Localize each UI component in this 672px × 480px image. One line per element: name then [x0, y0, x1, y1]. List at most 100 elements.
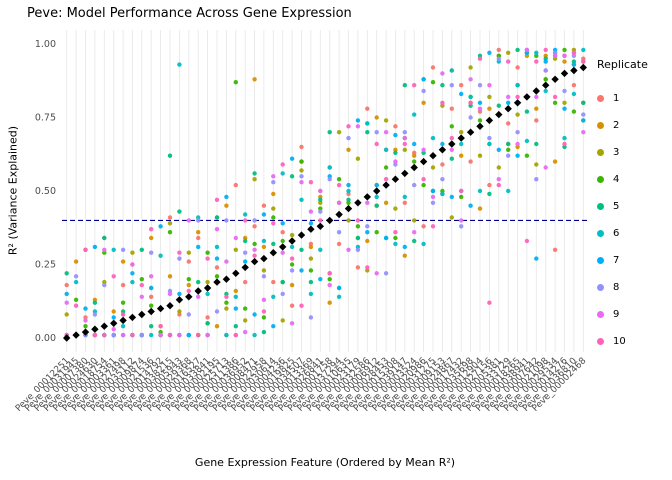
replicate-point	[412, 141, 417, 147]
replicate-point	[102, 332, 107, 338]
legend-item-label: 2	[613, 119, 620, 131]
replicate-point	[130, 271, 135, 276]
replicate-point	[271, 279, 276, 285]
replicate-point	[252, 253, 257, 258]
replicate-point	[383, 177, 389, 182]
replicate-point	[261, 315, 267, 320]
replicate-point	[214, 197, 220, 202]
mean-diamond	[232, 269, 240, 277]
replicate-point	[299, 197, 304, 202]
mean-diamond	[203, 284, 212, 292]
replicate-point	[534, 256, 539, 261]
replicate-point	[224, 218, 229, 223]
replicate-point	[252, 247, 257, 252]
replicate-point	[355, 218, 361, 223]
replicate-point	[327, 165, 332, 170]
replicate-point	[468, 159, 473, 164]
replicate-point	[205, 291, 210, 297]
replicate-point	[393, 132, 398, 138]
replicate-point	[130, 250, 135, 255]
replicate-point	[167, 291, 173, 297]
replicate-point	[421, 182, 426, 188]
replicate-point	[327, 130, 332, 135]
mean-diamond	[81, 328, 90, 336]
replicate-point	[487, 141, 492, 147]
replicate-point	[177, 62, 182, 67]
replicate-point	[487, 135, 492, 141]
replicate-point	[477, 83, 483, 88]
replicate-point	[243, 329, 248, 335]
replicate-point	[280, 221, 285, 226]
replicate-point	[289, 256, 295, 261]
legend-title: Replicate	[597, 58, 648, 71]
replicate-point	[421, 88, 426, 94]
replicate-point	[346, 135, 351, 141]
legend-key-dot	[597, 148, 604, 156]
replicate-point	[308, 279, 314, 285]
replicate-point	[440, 162, 445, 167]
replicate-point	[130, 332, 135, 338]
replicate-point	[534, 141, 539, 147]
replicate-point	[214, 215, 220, 220]
replicate-point	[440, 71, 445, 76]
replicate-point	[393, 159, 398, 164]
replicate-point	[543, 68, 548, 73]
replicate-point	[506, 50, 511, 55]
replicate-point	[365, 130, 370, 135]
replicate-point	[177, 332, 182, 338]
replicate-point	[224, 294, 229, 299]
legend-item-label: 1	[613, 92, 620, 104]
legend-item-label: 9	[613, 308, 620, 320]
replicate-point	[534, 177, 539, 182]
replicate-point	[524, 47, 530, 53]
replicate-point	[186, 259, 191, 264]
replicate-point	[571, 91, 577, 97]
replicate-point	[506, 59, 511, 64]
mean-diamond	[260, 254, 268, 263]
replicate-point	[149, 294, 154, 299]
replicate-point	[177, 291, 182, 297]
replicate-point	[515, 65, 520, 70]
replicate-point	[355, 124, 361, 129]
mean-diamond	[63, 334, 71, 342]
replicate-point	[64, 312, 69, 317]
replicate-point	[383, 118, 389, 123]
replicate-point	[252, 77, 257, 82]
replicate-point	[383, 165, 389, 170]
replicate-point	[336, 241, 342, 247]
mean-diamond	[344, 204, 353, 213]
replicate-point	[280, 238, 285, 244]
replicate-point	[120, 332, 126, 338]
replicate-point	[412, 83, 417, 88]
replicate-point	[365, 224, 370, 229]
replicate-point	[468, 94, 473, 100]
replicate-point	[308, 221, 314, 226]
mean-diamond	[222, 275, 231, 283]
replicate-point	[214, 256, 220, 261]
replicate-point	[336, 294, 342, 299]
replicate-point	[111, 327, 116, 332]
replicate-point	[346, 197, 351, 202]
replicate-point	[243, 279, 248, 285]
replicate-point	[412, 218, 417, 223]
replicate-point	[233, 306, 238, 311]
replicate-point	[289, 156, 295, 161]
replicate-point	[196, 279, 201, 285]
replicate-point	[196, 235, 201, 241]
replicate-point	[224, 306, 229, 311]
mean-diamond	[72, 331, 80, 339]
replicate-point	[506, 147, 511, 152]
replicate-point	[318, 247, 323, 252]
replicate-point	[468, 77, 473, 82]
replicate-point	[421, 147, 426, 152]
replicate-point	[552, 247, 558, 252]
replicate-point	[430, 194, 436, 200]
mean-diamond	[156, 304, 165, 313]
replicate-point	[496, 103, 501, 108]
replicate-point	[73, 274, 79, 279]
y-tick-label: 0.75	[35, 113, 56, 124]
replicate-point	[459, 224, 464, 229]
replicate-point	[205, 256, 210, 261]
replicate-point	[186, 282, 191, 288]
replicate-point	[440, 191, 445, 197]
